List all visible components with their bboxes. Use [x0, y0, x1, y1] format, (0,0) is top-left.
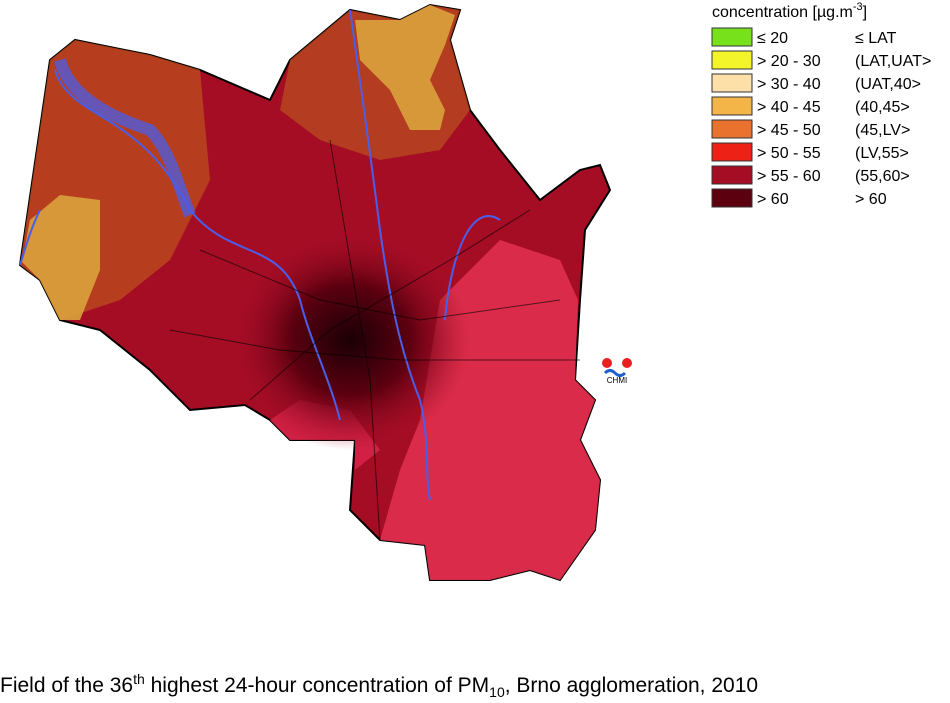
road	[199, 249, 561, 321]
patch-west	[22, 195, 100, 320]
road	[169, 329, 580, 361]
legend-range: ≤ 20	[757, 30, 788, 47]
logo-text: CHMI	[607, 376, 627, 385]
legend-swatch	[711, 96, 753, 116]
river	[349, 9, 431, 501]
map	[18, 3, 612, 582]
caption: Field of the 36th highest 24-hour concen…	[0, 671, 758, 698]
legend-class: (40,45>	[855, 99, 910, 116]
legend-title-end: ]	[863, 4, 867, 21]
caption-text: , Brno agglomeration, 2010	[505, 674, 758, 697]
rivers	[19, 9, 501, 501]
legend-range: > 40 - 45	[757, 99, 821, 116]
road	[329, 139, 381, 541]
legend-swatch	[711, 142, 753, 162]
caption-sup: th	[133, 671, 145, 687]
river	[444, 215, 501, 321]
urban-core	[230, 230, 470, 450]
road	[249, 209, 531, 401]
legend-class: (55,60>	[855, 168, 910, 185]
river	[54, 69, 341, 421]
legend-range: > 50 - 55	[757, 145, 821, 162]
legend-title-sup: -3	[853, 1, 863, 13]
caption-sub: 10	[489, 684, 505, 698]
reservoir	[54, 58, 196, 218]
legend-range: > 30 - 40	[757, 76, 821, 93]
legend-title-text: concentration [µg.m	[712, 4, 853, 21]
zone-southeast	[380, 240, 600, 580]
legend: concentration [µg.m-3] ≤ 20 ≤ LAT > 20 - 3…	[711, 1, 931, 208]
legend-class: (LAT,UAT>	[855, 53, 931, 70]
legend-swatch	[711, 73, 753, 93]
legend-class: (45,LV>	[855, 122, 910, 139]
logo: CHMI	[602, 358, 632, 385]
legend-class: ≤ LAT	[855, 30, 897, 47]
legend-range: > 45 - 50	[757, 122, 821, 139]
logo-wave	[603, 369, 627, 377]
river	[19, 209, 41, 266]
caption-text: Field of the 36	[0, 674, 133, 697]
logo-dot	[602, 358, 612, 368]
legend-class: (LV,55>	[855, 145, 909, 162]
legend-swatch	[711, 165, 753, 185]
legend-range: > 60	[757, 191, 789, 208]
patch-north	[355, 5, 455, 130]
legend-range: > 55 - 60	[757, 168, 821, 185]
legend-range: > 20 - 30	[757, 53, 821, 70]
legend-swatch	[711, 27, 753, 47]
legend-swatch	[711, 119, 753, 139]
logo-dot	[622, 358, 632, 368]
legend-class: (UAT,40>	[855, 76, 921, 93]
legend-swatch	[711, 188, 753, 208]
legend-swatch	[711, 50, 753, 70]
caption-text: highest 24-hour concentration of PM	[145, 674, 489, 697]
legend-title: concentration [µg.m-3]	[712, 1, 867, 21]
legend-class: > 60	[855, 191, 887, 208]
roads	[169, 139, 580, 541]
